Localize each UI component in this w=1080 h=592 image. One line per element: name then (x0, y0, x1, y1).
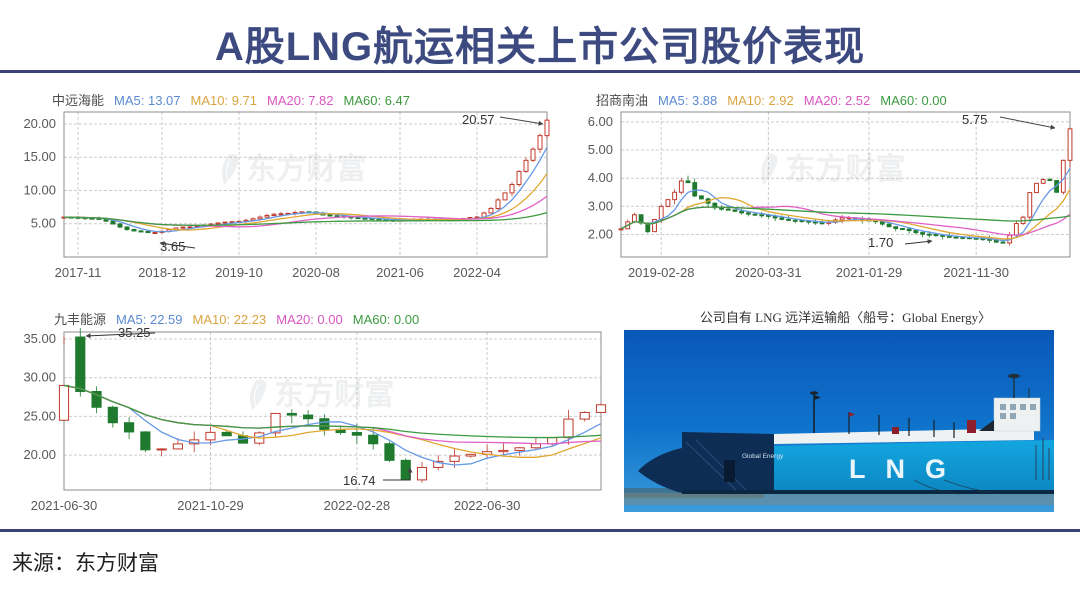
svg-text:LNG: LNG (849, 454, 966, 484)
svg-text:Global Energy: Global Energy (742, 453, 784, 460)
